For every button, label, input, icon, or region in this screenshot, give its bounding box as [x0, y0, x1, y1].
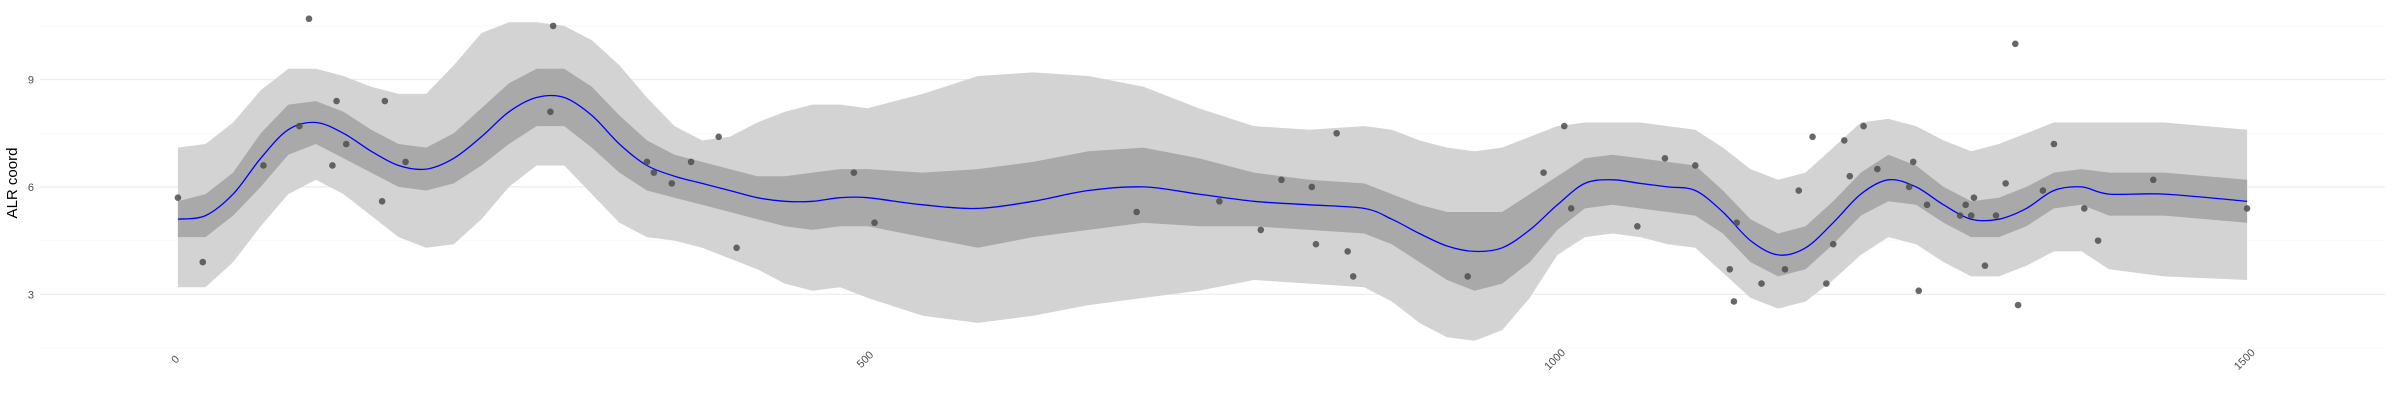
data-point	[1956, 212, 1964, 219]
data-point	[1781, 265, 1789, 273]
inner-uncertainty-band	[177, 68, 2248, 291]
y-tick-label: 3	[28, 289, 34, 301]
data-point	[378, 197, 386, 205]
data-point	[715, 133, 722, 141]
data-point	[547, 108, 554, 116]
data-point	[549, 22, 557, 30]
data-point	[174, 194, 182, 201]
data-point	[1726, 265, 1734, 273]
data-point	[668, 180, 676, 187]
data-point	[2243, 205, 2251, 212]
data-point	[1634, 223, 1641, 230]
data-point	[296, 122, 303, 130]
y-tick-label: 6	[28, 182, 34, 194]
data-point	[1992, 212, 2000, 219]
data-point	[1905, 183, 1913, 191]
data-point	[733, 244, 740, 252]
x-tick-label: 0	[169, 353, 182, 366]
data-point	[1967, 212, 1975, 219]
x-tick-label: 1000	[1542, 347, 1568, 373]
data-point	[402, 158, 409, 166]
scatter-points	[174, 15, 2251, 309]
data-point	[1540, 169, 1547, 176]
data-point	[1333, 129, 1340, 137]
data-point	[2149, 176, 2157, 184]
data-point	[1133, 208, 1140, 216]
data-point	[1312, 240, 1320, 248]
data-point	[1923, 201, 1931, 209]
mean-line	[177, 94, 2248, 256]
data-point	[1257, 226, 1265, 234]
data-point	[329, 162, 336, 169]
x-axis: 0 500 1000 1500	[169, 347, 2257, 373]
data-point	[1349, 273, 1357, 280]
data-point	[2094, 237, 2102, 244]
data-point	[1730, 298, 1738, 305]
data-point	[1860, 122, 1867, 130]
data-point	[2080, 205, 2088, 212]
data-point	[1691, 162, 1699, 169]
data-point	[1915, 287, 1923, 295]
data-point	[1981, 262, 1989, 269]
data-point	[342, 140, 350, 148]
data-point	[1464, 273, 1471, 280]
data-point	[687, 158, 695, 166]
data-point	[1846, 172, 1854, 180]
data-point	[305, 15, 313, 23]
data-point	[1970, 194, 1978, 201]
data-point	[2002, 180, 2009, 187]
inner-band	[177, 68, 2248, 291]
data-point	[1909, 158, 1917, 166]
data-point	[1733, 219, 1740, 227]
data-point	[1823, 280, 1830, 287]
y-axis-title: ALR coord	[4, 148, 21, 219]
data-point	[1344, 248, 1351, 255]
data-point	[1560, 122, 1568, 130]
data-point	[199, 258, 207, 266]
x-tick-label: 1500	[2232, 347, 2258, 373]
mean-curve	[177, 94, 2248, 256]
data-point	[1278, 176, 1285, 184]
data-point	[1758, 280, 1765, 287]
data-point	[871, 219, 878, 227]
data-point	[1840, 137, 1848, 144]
data-point	[643, 158, 651, 166]
data-point	[1874, 165, 1881, 173]
data-point	[1567, 205, 1575, 212]
data-point	[2012, 40, 2019, 48]
data-point	[381, 97, 389, 105]
y-axis: 3 6 9	[28, 75, 34, 302]
data-point	[2050, 140, 2058, 148]
data-point	[1809, 133, 1816, 141]
data-point	[333, 97, 340, 105]
data-point	[1795, 187, 1803, 194]
data-point	[2039, 187, 2047, 194]
data-point	[1661, 155, 1669, 162]
data-point	[650, 169, 658, 176]
y-tick-label: 9	[28, 75, 34, 87]
data-point	[1962, 201, 1969, 209]
data-point	[2014, 301, 2022, 309]
data-point	[1829, 240, 1837, 248]
data-point	[1308, 183, 1316, 191]
x-tick-label: 500	[855, 349, 876, 370]
data-point	[850, 169, 858, 176]
data-point	[260, 162, 267, 169]
data-point	[1216, 197, 1223, 205]
